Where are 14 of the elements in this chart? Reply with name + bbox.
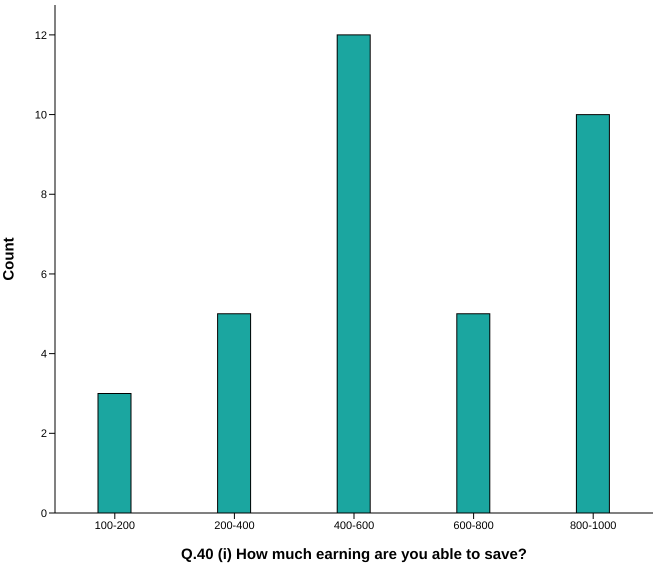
x-tick-label: 400-600 bbox=[334, 520, 374, 532]
y-tick-label: 0 bbox=[40, 508, 47, 520]
y-tick-label: 10 bbox=[34, 109, 47, 122]
x-tick-label: 600-800 bbox=[453, 520, 494, 532]
x-tick-label: 200-400 bbox=[214, 520, 255, 532]
y-tick-label: 4 bbox=[40, 348, 47, 361]
x-axis-title: Q.40 (i) How much earning are you able to save? bbox=[181, 546, 527, 563]
x-tick-label: 100-200 bbox=[94, 520, 135, 532]
y-tick-label: 8 bbox=[40, 189, 47, 202]
y-tick-label: 2 bbox=[40, 428, 47, 440]
y-tick-label: 12 bbox=[34, 30, 47, 42]
y-axis-title: Count bbox=[0, 237, 18, 281]
y-tick-label: 6 bbox=[40, 268, 47, 281]
x-tick-label: 800-1000 bbox=[570, 520, 616, 532]
